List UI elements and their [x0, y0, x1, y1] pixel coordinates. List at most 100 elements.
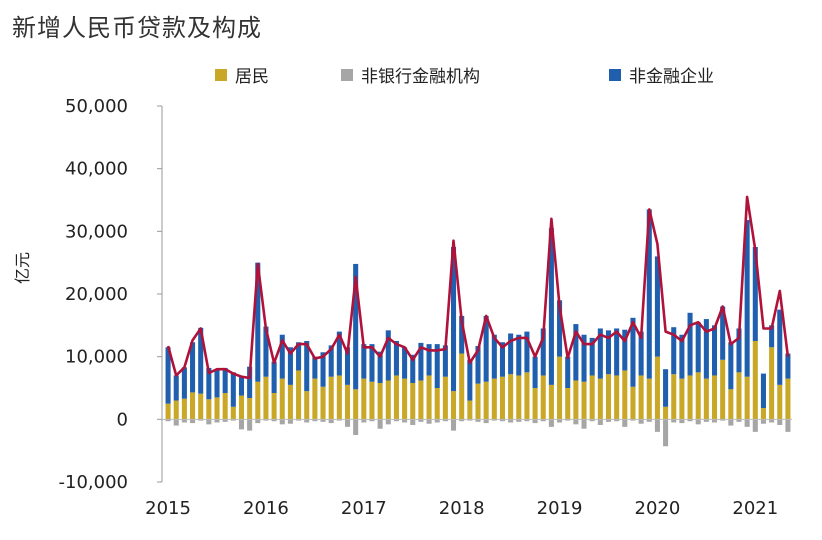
bar-household — [393, 375, 399, 420]
bar-nbfi — [247, 419, 253, 431]
bar-nbfi — [630, 419, 636, 421]
bar-corporate — [304, 341, 310, 392]
bar-corporate — [353, 263, 359, 390]
bar-corporate — [499, 342, 505, 377]
bar-household — [190, 392, 196, 420]
bar-nbfi — [255, 419, 261, 424]
bar-nbfi — [263, 419, 269, 421]
bar-household — [581, 381, 587, 420]
x-tick-label: 2021 — [732, 498, 778, 519]
bar-corporate — [663, 369, 669, 407]
bar-household — [736, 372, 742, 420]
bar-nbfi — [548, 419, 554, 427]
bar-nbfi — [573, 419, 579, 425]
bar-corporate — [614, 328, 620, 376]
bar-nbfi — [744, 419, 750, 427]
bar-nbfi — [410, 419, 416, 425]
bar-corporate — [467, 359, 473, 401]
bar-household — [238, 395, 245, 420]
x-tick-label: 2015 — [145, 498, 191, 519]
bar-household — [671, 374, 677, 420]
bar-nbfi — [605, 419, 612, 422]
bar-corporate — [165, 347, 171, 404]
bar-household — [459, 353, 465, 420]
bar-corporate — [548, 228, 554, 385]
bar-corporate — [255, 262, 261, 382]
bar-corporate — [434, 344, 440, 388]
bar-corporate — [557, 300, 563, 357]
bar-nbfi — [565, 419, 571, 421]
y-tick-label: 20,000 — [65, 284, 128, 305]
bar-nbfi — [312, 419, 318, 422]
y-tick-label: -10,000 — [59, 472, 128, 493]
bar-nbfi — [271, 419, 277, 422]
bar-household — [263, 376, 269, 420]
bar-household — [451, 391, 457, 420]
bar-nbfi — [279, 419, 285, 425]
bar-household — [287, 384, 293, 420]
bar-corporate — [214, 369, 220, 398]
bar-corporate — [247, 366, 253, 399]
bar-corporate — [744, 220, 750, 377]
legend-item-corporate: 非金融企业 — [609, 62, 714, 87]
bar-nbfi — [581, 419, 587, 429]
bar-corporate — [703, 319, 709, 379]
bar-household — [385, 380, 391, 420]
bar-corporate — [451, 247, 457, 392]
bar-nbfi — [320, 419, 326, 422]
bar-household — [679, 378, 685, 420]
bar-nbfi — [516, 419, 522, 422]
bar-nbfi — [173, 419, 179, 426]
bar-corporate — [442, 345, 448, 377]
legend-item-household: 居民 — [215, 62, 269, 87]
bar-household — [548, 384, 554, 420]
bar-corporate — [190, 342, 196, 393]
bar-household — [344, 384, 351, 420]
bar-household — [222, 393, 228, 420]
bar-corporate — [760, 373, 766, 409]
bar-household — [255, 381, 261, 420]
bar-nbfi — [703, 419, 709, 422]
bar-nbfi — [720, 419, 726, 421]
bar-nbfi — [589, 419, 595, 422]
bar-nbfi — [483, 419, 489, 424]
bar-household — [353, 389, 359, 420]
bar-corporate — [508, 333, 514, 375]
bar-corporate — [426, 344, 432, 376]
bar-household — [206, 399, 212, 420]
bar-nbfi — [442, 419, 448, 422]
bar-nbfi — [475, 419, 481, 422]
bar-corporate — [654, 256, 660, 357]
bar-household — [695, 372, 701, 420]
bar-household — [760, 408, 766, 420]
bar-household — [173, 400, 179, 420]
bar-household — [565, 388, 571, 420]
bar-nbfi — [614, 419, 620, 422]
bar-nbfi — [230, 419, 236, 421]
y-tick-label: 10,000 — [65, 347, 128, 368]
bar-corporate — [646, 209, 652, 379]
bar-household — [728, 389, 734, 420]
bar-nbfi — [434, 419, 440, 423]
bar-nbfi — [165, 419, 171, 422]
bar-corporate — [361, 344, 367, 379]
bar-nbfi — [777, 419, 783, 425]
bar-household — [711, 375, 718, 420]
bar-nbfi — [728, 419, 734, 426]
bar-corporate — [459, 315, 465, 354]
bar-nbfi — [190, 419, 196, 424]
bar-corporate — [736, 328, 742, 373]
bar-household — [296, 370, 302, 420]
bar-household — [687, 375, 693, 420]
legend-swatch-corporate — [609, 68, 621, 81]
bar-household — [198, 393, 204, 420]
bar-household — [369, 381, 375, 420]
bar-household — [230, 406, 236, 420]
bar-household — [279, 378, 285, 420]
bar-corporate — [312, 356, 318, 379]
bar-corporate — [785, 353, 791, 379]
bar-corporate — [181, 367, 187, 399]
bar-corporate — [230, 372, 236, 407]
bar-nbfi — [679, 419, 685, 424]
bar-corporate — [402, 347, 408, 379]
